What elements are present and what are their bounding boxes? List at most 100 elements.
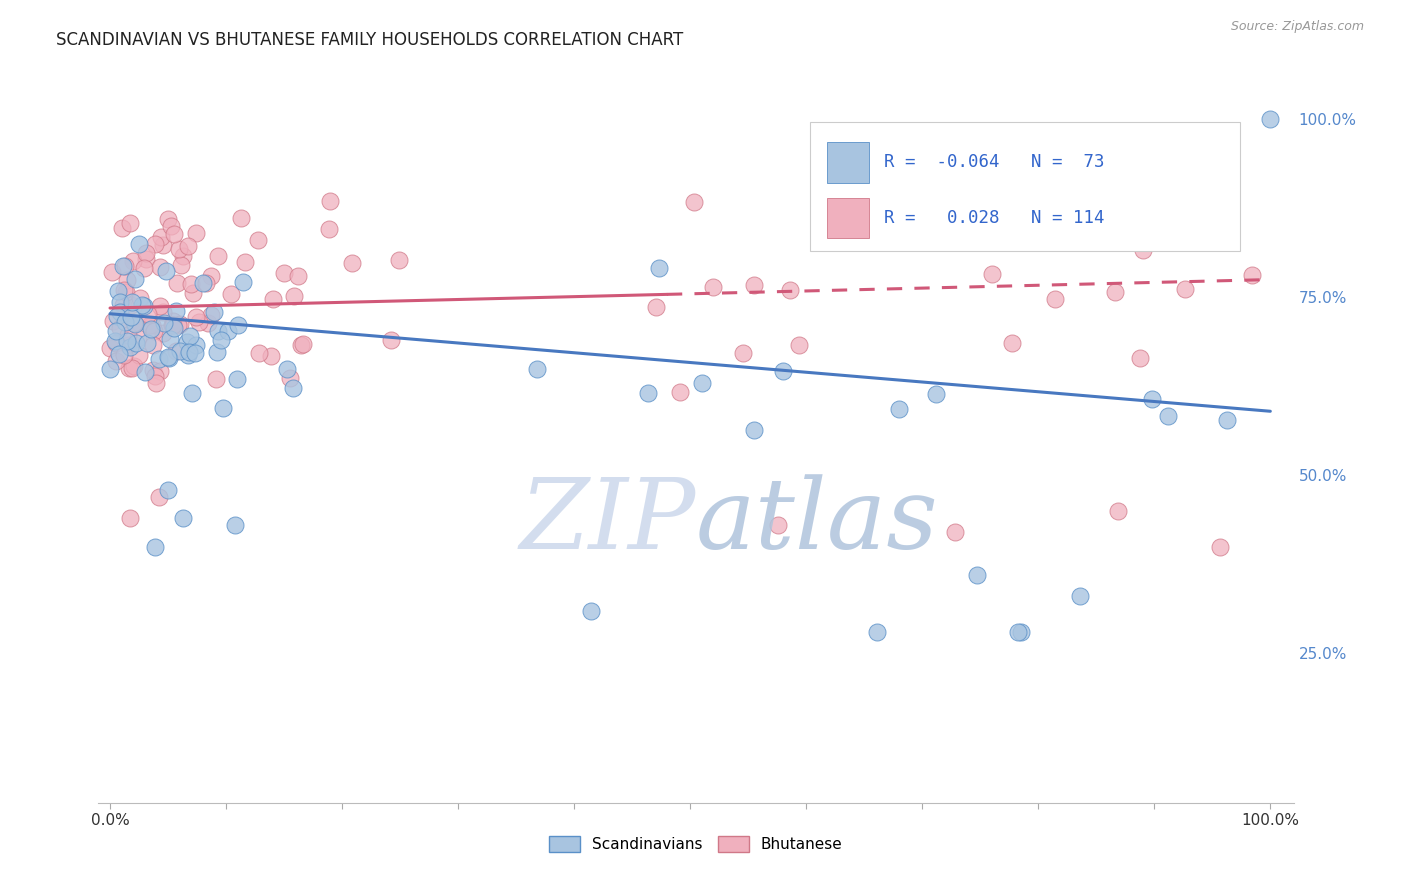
Point <box>122 254 145 268</box>
Text: R =   0.028   N = 114: R = 0.028 N = 114 <box>883 209 1104 227</box>
Point <box>120 298 142 312</box>
Point <box>1140 392 1163 406</box>
Point <box>181 286 204 301</box>
Point <box>165 343 187 358</box>
Point <box>112 259 135 273</box>
FancyBboxPatch shape <box>827 197 869 238</box>
Point <box>246 233 269 247</box>
Point <box>105 335 128 350</box>
Point <box>114 285 136 299</box>
Point <box>114 315 136 329</box>
Point <box>152 326 174 340</box>
Point <box>143 369 166 384</box>
Point <box>139 322 162 336</box>
Point <box>166 276 188 290</box>
Point <box>1107 504 1129 518</box>
Point <box>157 212 180 227</box>
Point <box>156 350 179 364</box>
Point <box>690 376 713 390</box>
Point <box>283 289 305 303</box>
Point <box>184 337 207 351</box>
Point <box>149 299 172 313</box>
Point <box>124 271 146 285</box>
Point <box>156 483 179 497</box>
Point <box>148 352 170 367</box>
Point <box>207 249 229 263</box>
Point <box>197 316 219 330</box>
Point <box>191 276 214 290</box>
Point <box>200 308 222 322</box>
Point <box>115 273 138 287</box>
Point <box>117 338 139 352</box>
Point <box>233 255 256 269</box>
Point <box>125 336 148 351</box>
Point <box>124 316 146 330</box>
Point <box>117 327 139 342</box>
Point <box>172 511 194 525</box>
Point <box>943 525 966 540</box>
Legend: Scandinavians, Bhutanese: Scandinavians, Bhutanese <box>543 830 849 858</box>
Point <box>138 307 160 321</box>
Point <box>1157 409 1180 424</box>
Point <box>219 286 242 301</box>
Point <box>128 348 150 362</box>
Point <box>108 347 131 361</box>
Point <box>276 362 298 376</box>
Point <box>787 338 810 352</box>
Point <box>1043 293 1066 307</box>
Point <box>287 269 309 284</box>
Point <box>1025 228 1047 243</box>
Point <box>152 238 174 252</box>
Point <box>163 321 186 335</box>
Point <box>202 305 225 319</box>
Point <box>132 299 155 313</box>
Text: atlas: atlas <box>696 474 939 569</box>
Point <box>145 376 167 390</box>
Point <box>262 292 284 306</box>
Point <box>120 310 142 325</box>
Point <box>143 540 166 554</box>
Point <box>1216 412 1239 426</box>
Point <box>1129 351 1152 366</box>
Point <box>152 305 174 319</box>
Point <box>176 334 198 349</box>
Point <box>141 318 163 332</box>
Point <box>742 278 765 293</box>
Point <box>124 317 146 331</box>
Text: R =  -0.064   N =  73: R = -0.064 N = 73 <box>883 153 1104 171</box>
Point <box>150 229 173 244</box>
Point <box>118 340 141 354</box>
Point <box>273 266 295 280</box>
Point <box>981 267 1004 281</box>
Point <box>1069 590 1091 604</box>
Point <box>318 222 340 236</box>
Point <box>112 348 135 362</box>
Point <box>766 518 789 533</box>
Point <box>100 342 122 356</box>
Point <box>340 256 363 270</box>
Point <box>127 331 149 345</box>
Point <box>108 294 131 309</box>
Point <box>121 294 143 309</box>
Point <box>167 242 190 256</box>
Point <box>388 253 411 268</box>
Point <box>179 329 201 343</box>
Point <box>98 361 121 376</box>
Point <box>229 211 252 226</box>
Point <box>966 568 988 582</box>
Point <box>772 363 794 377</box>
Point <box>149 364 172 378</box>
Point <box>108 320 131 334</box>
Text: SCANDINAVIAN VS BHUTANESE FAMILY HOUSEHOLDS CORRELATION CHART: SCANDINAVIAN VS BHUTANESE FAMILY HOUSEHO… <box>56 31 683 49</box>
Point <box>122 359 145 373</box>
Point <box>1258 112 1281 127</box>
Point <box>157 351 180 366</box>
Point <box>163 227 186 241</box>
Point <box>114 259 136 273</box>
Point <box>172 249 194 263</box>
Point <box>682 194 704 209</box>
Point <box>637 385 659 400</box>
Point <box>162 314 184 328</box>
Point <box>139 318 162 332</box>
Point <box>188 315 211 329</box>
